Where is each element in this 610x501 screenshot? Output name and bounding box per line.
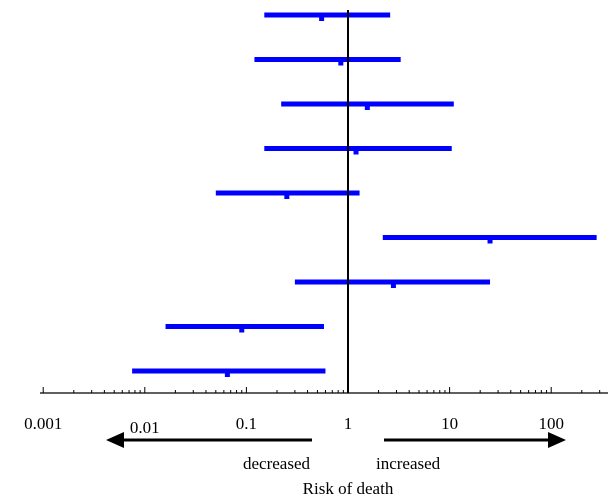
confidence-intervals xyxy=(132,12,597,377)
direction-arrows xyxy=(106,432,566,448)
x-axis-title: Risk of death xyxy=(303,479,394,498)
point-estimate xyxy=(319,15,325,21)
tick-label: 1 xyxy=(344,414,353,433)
decreased-arrowhead xyxy=(106,432,124,448)
point-estimate xyxy=(239,326,245,333)
point-estimate xyxy=(353,148,359,155)
point-estimate xyxy=(224,371,230,377)
tick-label: 0.01 xyxy=(130,418,160,437)
point-estimate xyxy=(390,282,396,288)
tick-label: 100 xyxy=(538,414,564,433)
point-estimate xyxy=(338,59,344,66)
point-estimate xyxy=(364,104,370,110)
tick-label: 10 xyxy=(441,414,458,433)
x-axis: 0.001 0.01 0.1 1 10 100 xyxy=(24,387,608,437)
tick-label: 0.001 xyxy=(24,414,62,433)
increased-arrowhead xyxy=(548,432,566,448)
point-estimate xyxy=(487,237,493,244)
increased-label: increased xyxy=(376,454,441,473)
tick-label: 0.1 xyxy=(236,414,257,433)
point-estimate xyxy=(284,193,290,199)
decreased-label: decreased xyxy=(243,454,311,473)
